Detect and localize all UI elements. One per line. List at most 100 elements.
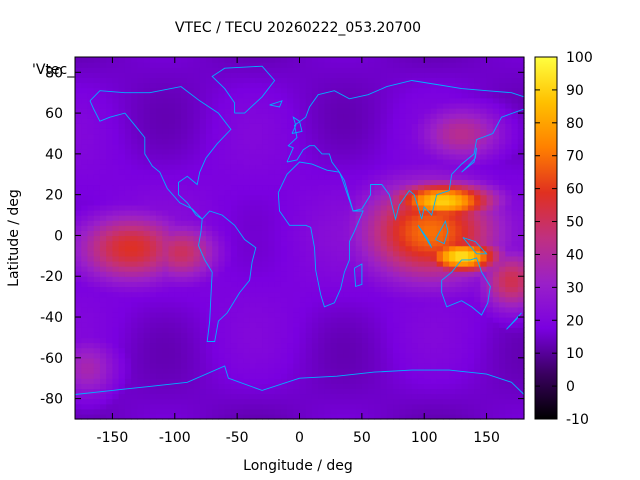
heatmap-cell	[343, 368, 350, 374]
heatmap-cell	[274, 87, 282, 94]
heatmap-cell	[274, 174, 282, 180]
heatmap-cell	[181, 337, 188, 344]
heatmap-cell	[386, 388, 394, 395]
heatmap-cell	[517, 148, 525, 155]
heatmap-cell	[492, 113, 500, 119]
heatmap-cell	[449, 138, 457, 145]
heatmap-cell	[162, 373, 170, 379]
heatmap-cell	[174, 362, 182, 369]
heatmap-cell	[305, 169, 313, 175]
heatmap-cell	[455, 255, 463, 262]
heatmap-cell	[417, 357, 425, 364]
heatmap-cell	[299, 67, 307, 73]
heatmap-cell	[237, 225, 244, 231]
heatmap-cell	[411, 271, 419, 277]
heatmap-cell	[411, 230, 419, 237]
heatmap-cell	[449, 362, 457, 369]
heatmap-cell	[131, 403, 138, 410]
heatmap-cell	[87, 62, 95, 68]
heatmap-cell	[318, 143, 326, 150]
heatmap-cell	[280, 97, 288, 104]
heatmap-cell	[461, 199, 469, 206]
heatmap-cell	[505, 337, 513, 344]
heatmap-cell	[455, 128, 463, 135]
heatmap-cell	[124, 158, 132, 165]
heatmap-cell	[336, 368, 344, 374]
heatmap-cell	[187, 260, 195, 267]
heatmap-cell	[212, 179, 220, 186]
heatmap-cell	[455, 133, 463, 140]
heatmap-cell	[449, 347, 457, 354]
heatmap-cell	[511, 327, 519, 333]
heatmap-cell	[492, 327, 500, 333]
heatmap-cell	[399, 362, 407, 369]
heatmap-cell	[467, 322, 475, 328]
heatmap-cell	[324, 342, 332, 349]
heatmap-cell	[156, 240, 163, 247]
heatmap-cell	[75, 347, 82, 354]
heatmap-cell	[174, 388, 182, 395]
heatmap-cell	[93, 128, 101, 135]
heatmap-cell	[212, 255, 220, 262]
heatmap-cell	[131, 72, 138, 78]
heatmap-cell	[505, 352, 513, 359]
heatmap-cell	[449, 123, 457, 129]
heatmap-cell	[374, 164, 382, 170]
heatmap-cell	[87, 266, 95, 272]
heatmap-cell	[499, 311, 506, 318]
heatmap-cell	[293, 306, 301, 313]
heatmap-cell	[106, 184, 114, 191]
heatmap-cell	[380, 220, 388, 226]
heatmap-cell	[237, 342, 244, 349]
heatmap-cell	[399, 383, 407, 390]
heatmap-cell	[174, 352, 182, 359]
heatmap-cell	[75, 266, 82, 272]
heatmap-cell	[374, 327, 382, 333]
heatmap-cell	[224, 97, 232, 104]
heatmap-cell	[474, 113, 481, 119]
heatmap-cell	[99, 118, 107, 124]
heatmap-cell	[156, 174, 163, 180]
heatmap-cell	[112, 62, 120, 68]
heatmap-cell	[505, 199, 513, 206]
heatmap-cell	[511, 179, 519, 186]
heatmap-cell	[212, 118, 220, 124]
heatmap-cell	[461, 225, 469, 231]
heatmap-cell	[299, 77, 307, 84]
heatmap-cell	[249, 332, 257, 339]
heatmap-cell	[143, 296, 151, 303]
heatmap-cell	[336, 393, 344, 400]
heatmap-cell	[330, 97, 338, 104]
heatmap-cell	[492, 388, 500, 395]
heatmap-cell	[430, 286, 438, 293]
heatmap-cell	[75, 393, 82, 400]
heatmap-cell	[106, 230, 114, 237]
heatmap-cell	[417, 408, 425, 415]
heatmap-cell	[143, 67, 151, 73]
heatmap-cell	[380, 317, 388, 323]
heatmap-cell	[386, 357, 394, 364]
heatmap-cell	[349, 158, 357, 165]
heatmap-cell	[187, 184, 195, 191]
heatmap-cell	[393, 220, 400, 226]
heatmap-cell	[467, 311, 475, 318]
heatmap-cell	[237, 179, 244, 186]
heatmap-cell	[461, 255, 469, 262]
heatmap-cell	[399, 281, 407, 288]
heatmap-cell	[393, 209, 400, 216]
heatmap-cell	[374, 138, 382, 145]
heatmap-cell	[249, 107, 257, 114]
heatmap-cell	[343, 164, 350, 170]
heatmap-cell	[137, 153, 145, 160]
heatmap-cell	[143, 143, 151, 150]
heatmap-cell	[467, 398, 475, 405]
heatmap-cell	[293, 118, 301, 124]
heatmap-cell	[417, 220, 425, 226]
heatmap-cell	[87, 102, 95, 109]
heatmap-cell	[393, 322, 400, 328]
heatmap-cell	[174, 225, 182, 231]
heatmap-cell	[255, 266, 263, 272]
heatmap-cell	[499, 184, 506, 191]
heatmap-cell	[455, 327, 463, 333]
heatmap-cell	[299, 337, 307, 344]
